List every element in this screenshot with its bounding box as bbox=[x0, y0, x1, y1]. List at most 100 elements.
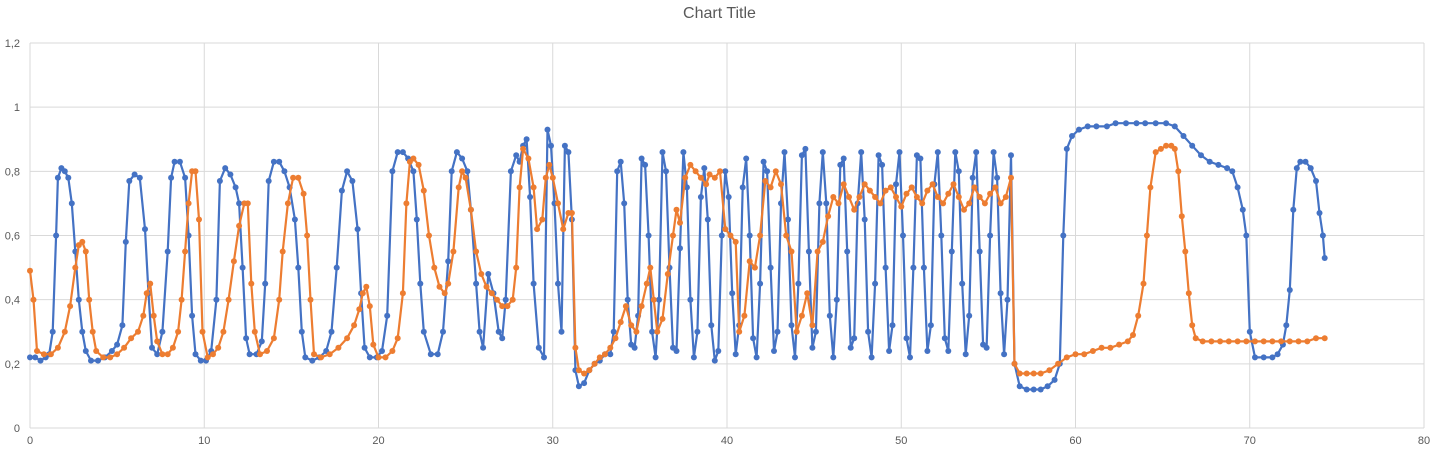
data-point bbox=[197, 357, 204, 364]
data-point bbox=[966, 200, 973, 207]
data-point bbox=[1135, 312, 1142, 319]
data-point bbox=[887, 184, 894, 191]
data-point bbox=[65, 174, 72, 181]
data-point bbox=[40, 351, 47, 358]
data-point bbox=[1008, 174, 1014, 181]
data-point bbox=[764, 168, 771, 175]
data-point bbox=[962, 351, 969, 358]
data-point bbox=[868, 354, 875, 361]
data-point bbox=[499, 303, 506, 310]
data-point bbox=[1011, 360, 1018, 367]
data-point bbox=[47, 351, 54, 358]
data-point bbox=[762, 178, 769, 184]
data-point bbox=[30, 296, 37, 303]
data-point bbox=[575, 367, 582, 374]
data-point bbox=[546, 161, 553, 168]
data-point bbox=[596, 354, 603, 361]
data-point bbox=[236, 200, 243, 207]
data-point bbox=[741, 312, 748, 319]
data-point bbox=[276, 158, 283, 165]
data-point bbox=[1295, 338, 1302, 345]
data-point bbox=[258, 338, 265, 345]
data-point bbox=[654, 328, 661, 335]
data-point bbox=[1055, 360, 1062, 367]
data-point bbox=[182, 174, 189, 181]
data-point bbox=[1044, 383, 1051, 390]
y-tick-label: 0,6 bbox=[5, 231, 20, 243]
data-point bbox=[753, 354, 760, 361]
data-point bbox=[1030, 370, 1037, 377]
data-point bbox=[295, 264, 302, 271]
data-point bbox=[539, 216, 546, 223]
data-point bbox=[757, 280, 764, 287]
data-point bbox=[542, 174, 549, 181]
data-point bbox=[189, 312, 196, 319]
data-point bbox=[969, 174, 976, 181]
data-point bbox=[548, 142, 554, 149]
data-point bbox=[1060, 232, 1067, 239]
data-point bbox=[225, 296, 232, 303]
data-point bbox=[861, 216, 868, 223]
data-point bbox=[164, 351, 171, 358]
data-point bbox=[792, 354, 798, 361]
data-point bbox=[453, 149, 460, 156]
data-point bbox=[1124, 338, 1131, 345]
data-point bbox=[196, 216, 202, 223]
data-point bbox=[1217, 338, 1224, 345]
data-point bbox=[1152, 120, 1159, 127]
data-point bbox=[976, 248, 983, 255]
data-point bbox=[403, 200, 410, 207]
data-point bbox=[866, 187, 873, 194]
data-point bbox=[147, 280, 154, 287]
data-point bbox=[1185, 290, 1192, 297]
data-point bbox=[413, 216, 420, 223]
data-point bbox=[1163, 142, 1170, 149]
data-point bbox=[307, 296, 314, 303]
data-point bbox=[940, 200, 947, 207]
data-point bbox=[656, 296, 662, 303]
data-point bbox=[131, 171, 138, 178]
data-point bbox=[107, 354, 114, 361]
data-point bbox=[136, 174, 143, 181]
data-point bbox=[971, 184, 978, 191]
data-point bbox=[663, 168, 669, 175]
data-point bbox=[783, 232, 790, 239]
data-point bbox=[927, 322, 934, 329]
data-point bbox=[934, 194, 941, 200]
data-point bbox=[499, 335, 506, 342]
data-point bbox=[659, 315, 666, 322]
data-point bbox=[251, 328, 258, 335]
data-point bbox=[441, 290, 448, 297]
data-point bbox=[1152, 149, 1159, 156]
data-point bbox=[767, 184, 774, 191]
data-point bbox=[732, 238, 739, 245]
data-point bbox=[882, 187, 889, 194]
data-point bbox=[434, 351, 441, 358]
data-point bbox=[1297, 158, 1304, 165]
y-tick-label: 1,2 bbox=[5, 38, 20, 50]
data-point bbox=[504, 303, 511, 310]
data-point bbox=[703, 181, 710, 188]
data-point bbox=[955, 194, 962, 200]
data-point bbox=[27, 267, 33, 274]
data-point bbox=[1225, 338, 1232, 345]
data-point bbox=[309, 357, 316, 364]
data-point bbox=[948, 248, 955, 255]
data-point bbox=[814, 248, 821, 255]
data-point bbox=[1234, 338, 1241, 345]
data-point bbox=[690, 354, 697, 361]
data-point bbox=[530, 280, 537, 287]
data-point bbox=[934, 149, 941, 156]
data-point bbox=[1293, 165, 1300, 172]
data-point bbox=[872, 194, 879, 200]
data-point bbox=[1107, 344, 1114, 351]
data-point bbox=[861, 181, 868, 188]
data-point bbox=[415, 161, 422, 168]
data-point bbox=[750, 335, 757, 342]
data-point bbox=[1046, 367, 1053, 374]
data-point bbox=[222, 165, 229, 172]
data-point bbox=[354, 226, 361, 233]
data-point bbox=[865, 328, 872, 335]
data-point bbox=[722, 226, 729, 233]
data-point bbox=[54, 344, 61, 351]
